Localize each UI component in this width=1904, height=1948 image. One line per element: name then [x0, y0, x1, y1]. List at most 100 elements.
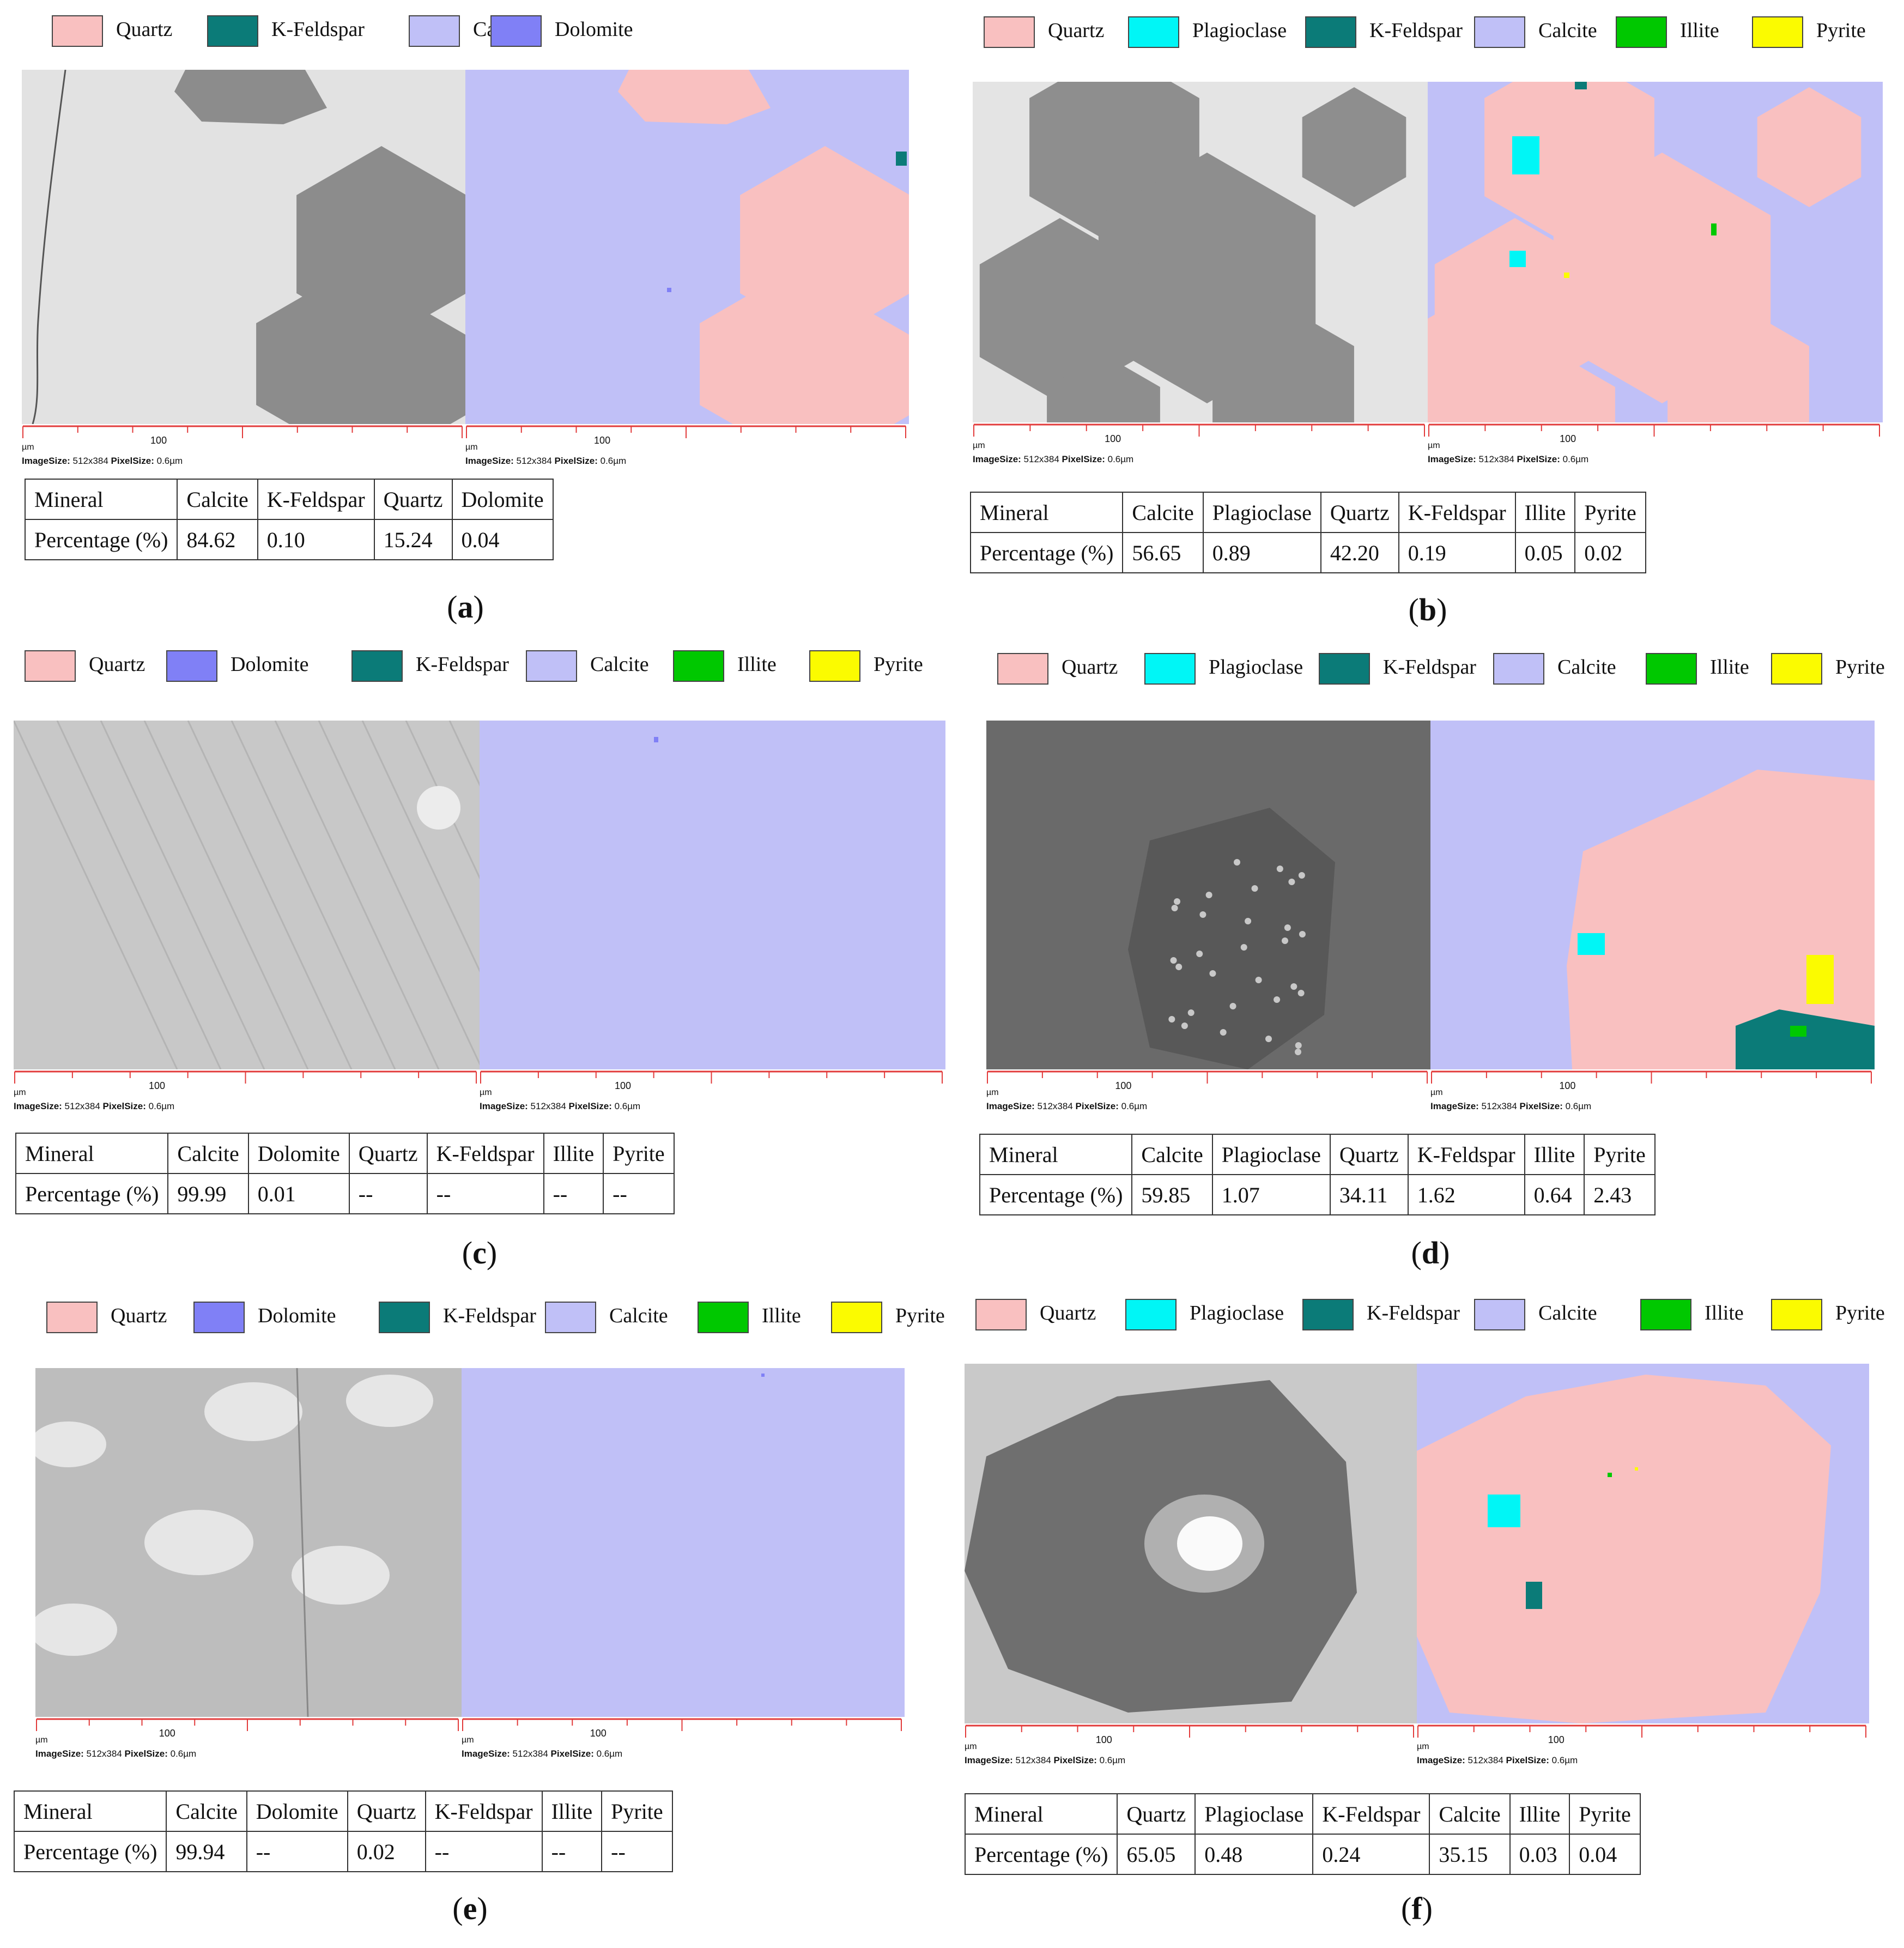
- table-cell: --: [426, 1173, 544, 1214]
- table-cell: --: [425, 1831, 543, 1872]
- table-cell: Pyrite: [1574, 492, 1646, 533]
- legend-swatch: [25, 650, 76, 682]
- scale-info-text: PixelSize:: [1517, 454, 1560, 464]
- scale-unit: µm: [973, 441, 985, 450]
- scale-info-text: ImageSize:: [973, 454, 1021, 464]
- scale-ruler: [22, 425, 463, 438]
- table-cell: Pyrite: [601, 1790, 673, 1832]
- table-cell: Percentage (%): [979, 1174, 1133, 1215]
- image-pair: [22, 70, 909, 424]
- scale-info: ImageSize: 512x384 PixelSize: 0.6µm: [14, 1101, 174, 1112]
- scale-ruler: [965, 1725, 1414, 1738]
- table-cell: 0.04: [1569, 1834, 1641, 1875]
- table-cell: --: [601, 1831, 673, 1872]
- image-pair: [973, 82, 1883, 422]
- table-cell: Plagioclase: [1202, 492, 1321, 533]
- scale-bar: µm 100 ImageSize: 512x384 PixelSize: 0.6µm: [14, 1069, 480, 1111]
- table-cell: 0.02: [1574, 532, 1646, 573]
- scale-ruler: [973, 424, 1425, 437]
- scale-info-text: PixelSize:: [124, 1749, 168, 1759]
- panel-caption: (c): [462, 1235, 498, 1271]
- scale-bar: µm 100 ImageSize: 512x384 PixelSize: 0.6µm: [22, 424, 465, 466]
- bse-image: [973, 82, 1428, 422]
- scale-bar: µm 100 ImageSize: 512x384 PixelSize: 0.6µm: [465, 424, 909, 466]
- mineral-table: Mineral Calcite Dolomite Quartz K-Feldspar Il…: [13, 1790, 673, 1872]
- scale-info: ImageSize: 512x384 PixelSize: 0.6µm: [480, 1101, 640, 1112]
- scale-info-text: PixelSize:: [111, 456, 154, 466]
- legend: Quartz Plagioclase K-Feldspar Calcite Illite…: [986, 649, 1904, 692]
- scale-info-text: 512x384: [1481, 1101, 1517, 1111]
- scale-info-text: ImageSize:: [465, 456, 514, 466]
- scale-info-text: 0.6µm: [1551, 1755, 1578, 1765]
- scale-info-text: 0.6µm: [1099, 1755, 1126, 1765]
- scale-info-text: 512x384: [1023, 454, 1059, 464]
- legend-label: Pyrite: [1835, 656, 1885, 679]
- scale-info-text: PixelSize:: [1075, 1101, 1119, 1111]
- table-cell: --: [541, 1831, 603, 1872]
- scale-info-text: 512x384: [512, 1749, 548, 1759]
- scale-info-text: 512x384: [1478, 454, 1514, 464]
- scale-info-text: 0.6µm: [600, 456, 627, 466]
- legend-label: Quartz: [111, 1304, 167, 1327]
- scale-info-text: ImageSize:: [965, 1755, 1013, 1765]
- legend-swatch: [1474, 1299, 1525, 1330]
- scale-bar: µm 100 ImageSize: 512x384 PixelSize: 0.6µm: [480, 1069, 945, 1111]
- table-cell: Calcite: [166, 1790, 247, 1832]
- scale-unit: µm: [462, 1735, 474, 1745]
- scale-tick-label: 100: [614, 1080, 631, 1091]
- scale-info-text: 512x384: [1015, 1755, 1051, 1765]
- legend-label: K-Feldspar: [416, 653, 509, 676]
- legend-label: Dolomite: [231, 653, 309, 676]
- legend-label: Calcite: [590, 653, 649, 676]
- legend-swatch: [1493, 653, 1544, 685]
- caption-letter: d: [1421, 1235, 1440, 1271]
- table-cell: 0.05: [1514, 532, 1576, 573]
- scale-info-text: 512x384: [530, 1101, 566, 1111]
- scale-info: ImageSize: 512x384 PixelSize: 0.6µm: [986, 1101, 1147, 1112]
- scale-tick-label: 100: [1095, 1734, 1112, 1745]
- legend-label: Calcite: [609, 1304, 668, 1327]
- scale-ruler: [1431, 1070, 1872, 1084]
- legend-swatch: [997, 653, 1048, 685]
- mineral-map: [1430, 721, 1875, 1069]
- table-cell: K-Feldspar: [1398, 492, 1516, 533]
- scale-info-text: 512x384: [1037, 1101, 1073, 1111]
- scale-info-text: ImageSize:: [14, 1101, 62, 1111]
- scale-info-text: 0.6µm: [596, 1749, 623, 1759]
- table-cell: 0.02: [347, 1831, 426, 1872]
- scale-bar: µm 100 ImageSize: 512x384 PixelSize: 0.6µm: [35, 1717, 462, 1759]
- legend-label: Quartz: [89, 653, 145, 676]
- table-cell: Mineral: [969, 492, 1124, 533]
- scale-info-text: ImageSize:: [35, 1749, 84, 1759]
- scale-info-text: ImageSize:: [1417, 1755, 1465, 1765]
- panel-caption: (a): [447, 589, 484, 625]
- table-cell: 0.64: [1524, 1174, 1585, 1215]
- legend-swatch: [1640, 1299, 1691, 1330]
- mineral-table: Mineral Calcite Plagioclase Quartz K-Feldspa…: [969, 492, 1646, 573]
- table-row: Mineral Calcite Dolomite Quartz K-Feldspar Il…: [15, 1133, 675, 1174]
- legend-swatch: [975, 1299, 1027, 1330]
- table-cell: 34.11: [1329, 1174, 1409, 1215]
- legend-label: Quartz: [116, 18, 173, 41]
- scale-tick-label: 100: [594, 435, 611, 446]
- table-cell: Quartz: [373, 479, 453, 520]
- table-cell: 1.07: [1211, 1174, 1331, 1215]
- table-cell: 2.43: [1584, 1174, 1656, 1215]
- table-cell: 99.94: [166, 1831, 247, 1872]
- panel-caption: (d): [1411, 1235, 1450, 1271]
- mineral-table: Mineral Calcite K-Feldspar Quartz Dolomite Pe…: [24, 479, 554, 560]
- legend-label: Illite: [737, 653, 777, 676]
- legend: Quartz Dolomite K-Feldspar Calcite Illite Pyr…: [14, 646, 940, 689]
- mineral-map: [1428, 82, 1883, 422]
- scale-tick-label: 100: [159, 1728, 175, 1739]
- legend-swatch: [984, 16, 1035, 48]
- mineral-table: Mineral Calcite Dolomite Quartz K-Feldspar Il…: [15, 1133, 675, 1214]
- legend-swatch: [1302, 1299, 1354, 1330]
- scale-unit: µm: [1430, 1088, 1443, 1097]
- table-cell: Quartz: [347, 1790, 426, 1832]
- scale-bar: µm 100 ImageSize: 512x384 PixelSize: 0.6µm: [1417, 1723, 1869, 1765]
- legend-swatch: [1752, 16, 1803, 48]
- mineral-table: Mineral Calcite Plagioclase Quartz K-Feldspa…: [979, 1134, 1656, 1215]
- legend-label: Illite: [1705, 1302, 1744, 1324]
- table-cell: 1.62: [1407, 1174, 1525, 1215]
